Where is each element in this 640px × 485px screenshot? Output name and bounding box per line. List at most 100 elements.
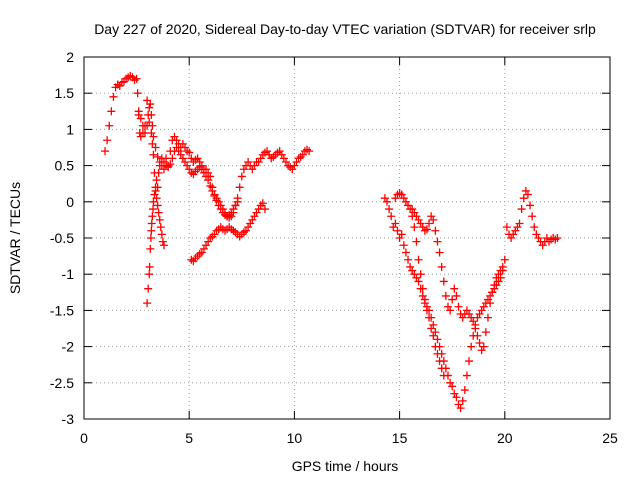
data-point-marker [136, 114, 145, 123]
data-point-marker [433, 237, 442, 246]
y-tick-label: 0 [66, 194, 74, 210]
data-point-marker [465, 357, 474, 366]
data-point-marker [294, 154, 303, 163]
data-point-marker [526, 201, 535, 210]
data-point-marker [446, 378, 455, 387]
data-point-marker [204, 176, 213, 185]
data-point-marker [149, 150, 158, 159]
data-point-marker [183, 161, 192, 170]
data-point-marker [101, 147, 110, 156]
data-point-marker [408, 205, 417, 214]
data-point-marker [143, 299, 152, 308]
data-point-marker [267, 154, 276, 163]
data-point-marker [391, 219, 400, 228]
data-point-marker [246, 219, 255, 228]
data-point-marker [136, 132, 145, 141]
data-point-marker [385, 205, 394, 214]
data-point-marker [439, 277, 448, 286]
data-point-marker [202, 172, 211, 181]
data-point-marker [397, 230, 406, 239]
data-point-marker [498, 262, 507, 271]
data-point-marker [214, 201, 223, 210]
data-point-marker [553, 234, 562, 242]
data-point-marker [393, 226, 402, 235]
data-point-marker [460, 386, 469, 395]
data-point-marker [155, 215, 164, 224]
y-tick-label: 1 [66, 121, 74, 137]
data-point-marker [242, 226, 251, 235]
data-point-marker [454, 400, 463, 409]
data-point-marker [435, 248, 444, 257]
data-point-marker [144, 284, 153, 293]
data-point-marker [521, 186, 530, 195]
data-point-marker [509, 230, 518, 239]
data-point-marker [180, 143, 189, 152]
data-point-marker [420, 226, 429, 235]
data-point-marker [414, 215, 423, 224]
data-point-marker [477, 306, 486, 315]
data-point-marker [206, 181, 215, 190]
x-tick-label: 25 [602, 430, 618, 446]
data-point-marker [107, 107, 116, 116]
data-point-marker [146, 100, 155, 109]
data-point-marker [147, 226, 156, 235]
data-point-marker [235, 183, 244, 192]
y-axis-label: SDTVAR / TECUs [7, 182, 23, 294]
data-point-marker [141, 129, 150, 138]
data-point-marker [437, 364, 446, 373]
data-point-marker [523, 190, 532, 199]
data-point-marker [233, 197, 242, 206]
data-point-marker [420, 295, 429, 304]
data-point-marker [427, 324, 436, 333]
data-point-marker [154, 168, 163, 177]
y-tick-label: -3 [62, 411, 75, 427]
data-point-marker [252, 208, 261, 217]
data-point-marker [204, 237, 213, 246]
data-point-marker [244, 223, 253, 232]
data-point-marker [443, 302, 452, 311]
data-point-marker [439, 371, 448, 380]
data-series [101, 71, 314, 222]
data-point-marker [210, 192, 219, 201]
data-point-marker [153, 183, 162, 192]
data-point-marker [250, 161, 259, 170]
data-point-marker [425, 219, 434, 228]
data-point-marker [281, 157, 290, 166]
data-point-marker [178, 139, 187, 148]
data-point-marker [431, 226, 440, 235]
data-point-marker [534, 234, 543, 242]
data-point-marker [178, 154, 187, 163]
data-point-marker [496, 266, 505, 275]
data-point-marker [494, 277, 503, 286]
data-point-marker [303, 145, 312, 154]
data-point-marker [115, 81, 124, 90]
data-point-marker [183, 147, 192, 156]
data-point-marker [387, 212, 396, 221]
data-point-marker [433, 335, 442, 344]
data-point-marker [412, 237, 421, 246]
data-point-marker [513, 223, 522, 232]
data-point-marker [452, 393, 461, 402]
data-point-marker [153, 152, 162, 161]
data-point-marker [429, 320, 438, 329]
data-point-marker [401, 248, 410, 257]
data-point-marker [256, 154, 265, 163]
data-point-marker [176, 150, 185, 159]
x-tick-label: 0 [80, 430, 88, 446]
data-point-marker [239, 165, 248, 174]
data-point-marker [151, 143, 160, 152]
data-point-marker [490, 281, 499, 290]
data-point-marker [458, 396, 467, 405]
data-point-marker [502, 223, 511, 232]
data-point-marker [187, 255, 196, 264]
data-point-marker [150, 190, 159, 199]
data-point-marker [486, 299, 495, 308]
axes [83, 56, 611, 420]
data-point-marker [149, 205, 158, 214]
data-point-marker [483, 313, 492, 322]
x-tick-label: 5 [185, 430, 193, 446]
data-point-marker [250, 212, 259, 221]
data-point-marker [481, 328, 490, 337]
data-point-marker [404, 255, 413, 264]
data-series [187, 199, 269, 266]
